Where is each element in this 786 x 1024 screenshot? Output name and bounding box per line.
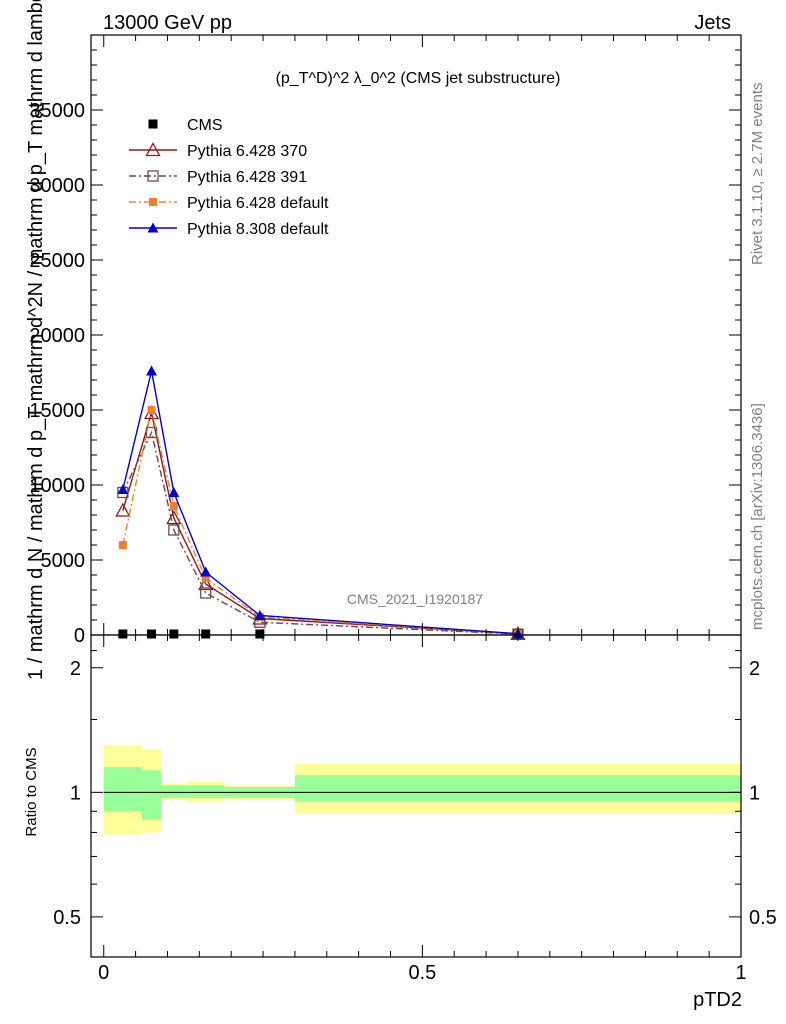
ratio-band-inner: [186, 785, 225, 798]
series-4-point: [117, 484, 129, 494]
series-0-point: [201, 629, 211, 639]
x-tick-label: 1: [735, 962, 746, 984]
series-3-point: [147, 406, 156, 414]
ratio-y-tick-label: 1: [70, 782, 81, 804]
series-0-point: [169, 629, 179, 639]
ratio-y-tick-label-right: 1: [749, 782, 760, 804]
series-4-point: [146, 365, 158, 376]
main-y-tick-label: 15000: [29, 400, 85, 422]
main-y-tick-label: 30000: [29, 175, 85, 197]
legend-entry-4-marker: [147, 222, 159, 233]
ratio-band-inner: [161, 785, 187, 798]
x-tick-label: 0.5: [408, 962, 436, 984]
series-1-point: [198, 576, 214, 591]
mcplots-label: mcplots.cern.ch [arXiv:1306.3436]: [749, 403, 766, 630]
ratio-y-tick-label: 2: [70, 658, 81, 680]
series-3-point: [169, 502, 178, 510]
main-y-tick-label: 25000: [29, 250, 85, 272]
series-4-point: [200, 566, 212, 577]
main-y-tick-label: 5000: [41, 550, 86, 572]
legend: CMS Pythia 6.428 370 Pythia 6.428 391 Pythi…: [129, 117, 329, 238]
main-plot-title: (p_T^D)^2 λ_0^2 (CMS jet substructure): [276, 70, 561, 87]
series-0-point: [255, 629, 265, 639]
x-tick-label: 0: [98, 962, 109, 984]
legend-entry-2-marker: [147, 170, 159, 182]
ratio-y-tick-label-right: 2: [749, 658, 760, 680]
ratio-frame: [90, 634, 742, 958]
main-y-label: 1 / mathrm d N / mathrm d p_T mathrm d^2…: [25, 0, 47, 680]
legend-entry-3-label: Pythia 6.428 default: [187, 195, 329, 212]
x-axis-label: pTD2: [693, 989, 742, 1011]
series-0-point: [118, 629, 128, 639]
series-3-point: [118, 541, 127, 549]
ratio-band-inner: [294, 775, 741, 802]
legend-entry-1-marker: [145, 142, 161, 157]
series-4-line: [122, 370, 519, 635]
legend-entry-4-label: Pythia 8.308 default: [187, 221, 329, 238]
ratio-y-tick-label-right: 0.5: [749, 907, 777, 929]
ratio-y-label: Ratio to CMS: [23, 747, 40, 836]
ratio-y-tick-label: 0.5: [53, 907, 81, 929]
energy-label: 13000 GeV pp: [103, 12, 232, 34]
rivet-label: Rivet 3.1.10, ≥ 2.7M events: [749, 83, 766, 266]
series-1-point: [115, 502, 131, 517]
main-y-tick-label: 0: [74, 625, 85, 647]
series-4-point: [168, 487, 180, 497]
series-2-line: [122, 430, 518, 635]
legend-entry-1-label: Pythia 6.428 370: [187, 143, 307, 160]
main-y-tick-label: 20000: [29, 325, 85, 347]
series-4-point: [254, 610, 266, 620]
legend-entry-0-label: CMS: [187, 117, 223, 134]
series-2-point: [200, 587, 212, 599]
ratio-band-inner: [103, 767, 142, 812]
process-label: Jets: [694, 12, 731, 34]
series-3-point: [201, 574, 210, 582]
ratio-band-inner: [141, 770, 162, 820]
main-y-tick-label: 35000: [29, 100, 85, 122]
main-y-tick-label: 10000: [29, 475, 85, 497]
main-panel: 0 5000 10000 15000 20000 25000 30000 35000 (p_T…: [29, 34, 742, 647]
analysis-watermark: CMS_2021_I1920187: [347, 591, 483, 607]
ratio-panel: 0.5 0.5 1 1 2 2 0 0.5 1: [53, 634, 777, 984]
series-0-point: [147, 629, 157, 639]
series-2-point: [168, 524, 180, 536]
legend-entry-3-marker: [149, 198, 157, 206]
series-3-line: [122, 409, 519, 635]
legend-entry-2-label: Pythia 6.428 391: [187, 169, 307, 186]
legend-entry-0-marker: [148, 119, 158, 129]
